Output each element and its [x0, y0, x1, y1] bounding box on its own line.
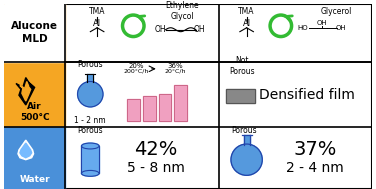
Bar	[244, 135, 250, 145]
Text: 20%: 20%	[129, 63, 144, 69]
Text: Al: Al	[93, 19, 101, 28]
Text: Ethylene
Glycol: Ethylene Glycol	[165, 2, 199, 21]
Text: 20°C/h: 20°C/h	[165, 68, 186, 73]
Text: HO: HO	[297, 25, 308, 31]
Text: 36%: 36%	[167, 63, 183, 69]
Text: Not
Porous: Not Porous	[229, 56, 255, 76]
Text: Air
500°C: Air 500°C	[20, 102, 49, 122]
Polygon shape	[18, 140, 33, 160]
Bar	[87, 74, 93, 82]
Bar	[4, 4, 65, 127]
Text: 2 - 4 nm: 2 - 4 nm	[286, 160, 344, 174]
Text: Densified film: Densified film	[259, 88, 355, 102]
Text: 200°C/h: 200°C/h	[124, 68, 149, 73]
Ellipse shape	[82, 170, 99, 176]
Text: OH: OH	[155, 25, 167, 34]
Text: Water: Water	[19, 175, 50, 184]
Text: Porous: Porous	[231, 126, 256, 135]
Text: 37%: 37%	[293, 140, 337, 159]
Bar	[127, 99, 140, 121]
Text: Porous: Porous	[77, 60, 103, 69]
Text: OH: OH	[194, 25, 206, 34]
Bar	[82, 146, 99, 173]
Circle shape	[231, 144, 262, 175]
Text: Alucone
MLD: Alucone MLD	[11, 21, 58, 44]
Polygon shape	[20, 143, 32, 158]
Bar	[174, 85, 187, 121]
Bar	[174, 85, 187, 121]
Circle shape	[77, 81, 103, 107]
Text: OH: OH	[317, 20, 327, 26]
Bar	[226, 89, 255, 103]
Text: Glycerol: Glycerol	[321, 7, 352, 16]
Bar	[159, 94, 171, 121]
Bar	[4, 127, 65, 189]
Polygon shape	[20, 81, 31, 101]
Text: TMA: TMA	[238, 7, 255, 16]
Text: 42%: 42%	[134, 140, 177, 159]
Text: Al: Al	[243, 19, 251, 28]
Bar	[143, 96, 156, 121]
Ellipse shape	[82, 143, 99, 149]
Text: Porous: Porous	[77, 126, 103, 135]
Bar	[143, 96, 156, 121]
Polygon shape	[16, 78, 35, 105]
Bar	[226, 89, 255, 103]
Bar	[159, 94, 171, 121]
Bar	[127, 99, 140, 121]
Text: TMA: TMA	[89, 7, 105, 16]
Text: OH: OH	[335, 25, 346, 31]
Bar	[4, 4, 65, 62]
Text: 1 - 2 nm: 1 - 2 nm	[74, 116, 106, 125]
Text: 5 - 8 nm: 5 - 8 nm	[127, 160, 185, 174]
